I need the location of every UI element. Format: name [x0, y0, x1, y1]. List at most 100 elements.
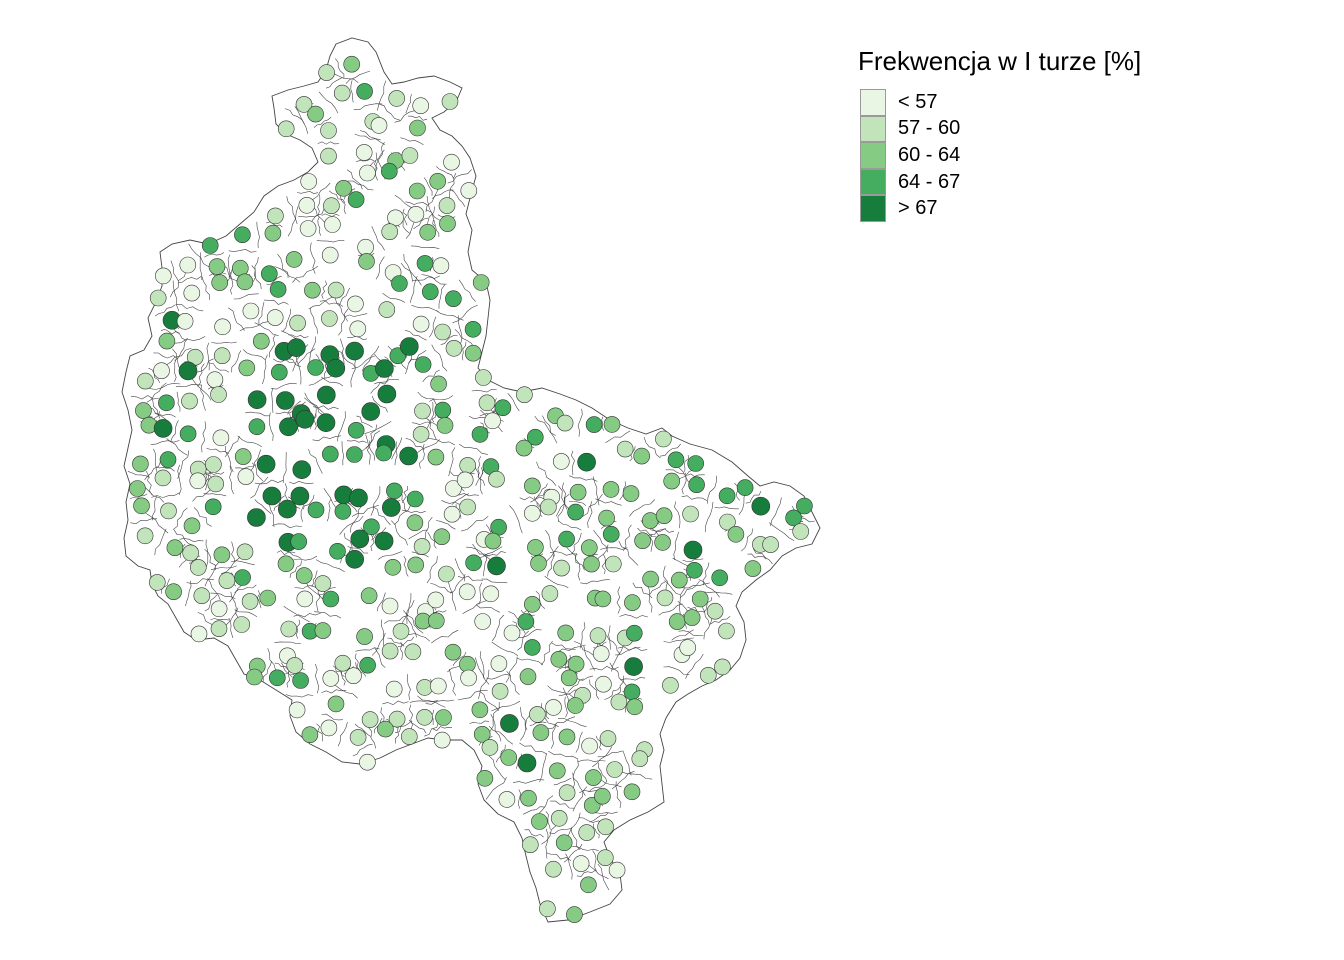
municipality-boundary: [231, 350, 242, 373]
municipality-boundary: [234, 609, 258, 617]
municipality-boundary: [154, 412, 176, 418]
turnout-marker: [242, 302, 260, 320]
turnout-marker: [471, 701, 489, 719]
municipality-boundary: [491, 641, 519, 656]
municipality-boundary: [204, 548, 216, 571]
municipality-boundary: [698, 579, 720, 598]
turnout-marker: [182, 544, 199, 562]
turnout-marker: [478, 394, 496, 412]
municipality-boundary: [321, 213, 340, 217]
legend-swatch: [860, 142, 886, 169]
municipality-boundary: [205, 539, 209, 568]
turnout-marker: [248, 418, 266, 436]
municipality-boundary: [475, 657, 490, 685]
municipality-boundary: [321, 280, 327, 299]
municipality-boundary: [665, 469, 685, 475]
turnout-marker: [280, 620, 298, 638]
turnout-marker: [458, 583, 476, 601]
turnout-marker: [211, 274, 228, 291]
municipality-boundary: [459, 443, 488, 455]
municipality-boundary: [208, 362, 230, 373]
municipality-boundary: [174, 336, 206, 344]
municipality-boundary: [356, 158, 375, 162]
municipality-boundary: [188, 243, 210, 268]
turnout-marker: [487, 556, 506, 576]
turnout-marker: [679, 639, 697, 656]
municipality-boundary: [233, 293, 259, 300]
turnout-marker: [683, 609, 701, 626]
municipality-boundary: [483, 551, 506, 557]
turnout-marker: [292, 672, 309, 689]
turnout-marker: [491, 682, 509, 700]
municipality-boundary: [374, 647, 386, 668]
turnout-marker: [500, 714, 519, 733]
municipality-boundary: [412, 421, 432, 426]
turnout-marker: [264, 224, 282, 242]
municipality-boundary: [225, 445, 234, 473]
municipality-boundary: [520, 609, 536, 616]
turnout-marker: [359, 753, 376, 771]
municipality-boundary: [664, 580, 681, 596]
turnout-marker: [193, 587, 211, 605]
turnout-marker: [578, 824, 596, 841]
municipality-boundary: [201, 276, 210, 300]
turnout-marker: [213, 347, 231, 365]
turnout-marker: [606, 761, 624, 778]
turnout-marker: [558, 784, 576, 802]
turnout-marker: [443, 505, 461, 523]
municipality-boundary: [475, 604, 500, 613]
municipality-boundary: [425, 185, 440, 213]
turnout-marker: [736, 479, 754, 496]
municipality-boundary: [681, 495, 708, 501]
turnout-marker: [238, 359, 256, 377]
turnout-marker: [500, 749, 518, 766]
municipality-boundary: [377, 592, 386, 612]
turnout-marker: [429, 173, 447, 190]
municipality-boundary: [355, 647, 380, 652]
municipality-boundary: [193, 507, 212, 527]
turnout-marker: [358, 253, 375, 270]
turnout-marker: [234, 226, 251, 243]
municipality-boundary: [294, 585, 317, 589]
turnout-marker: [346, 446, 363, 463]
municipality-boundary: [371, 226, 385, 251]
municipality-boundary: [375, 142, 385, 171]
turnout-marker: [407, 556, 425, 574]
municipality-boundary: [161, 578, 170, 594]
turnout-marker: [381, 498, 401, 517]
municipality-boundary: [149, 382, 181, 390]
turnout-marker: [381, 642, 399, 660]
municipality-boundary: [271, 382, 297, 390]
municipality-boundary: [592, 850, 597, 872]
municipality-boundary: [413, 217, 429, 230]
municipality-boundary: [615, 781, 622, 809]
turnout-marker: [324, 216, 341, 233]
municipality-boundary: [177, 450, 190, 479]
municipality-boundary: [401, 486, 408, 503]
turnout-marker: [670, 571, 688, 589]
turnout-marker: [409, 119, 426, 137]
municipality-boundary: [572, 759, 579, 790]
municipality-boundary: [597, 750, 623, 758]
municipality-boundary: [575, 731, 583, 753]
municipality-boundary: [461, 341, 467, 361]
municipality-boundary: [550, 723, 557, 749]
turnout-marker: [433, 731, 451, 749]
municipality-boundary: [289, 560, 302, 578]
turnout-marker: [523, 639, 541, 656]
turnout-marker: [441, 93, 459, 110]
municipality-boundary: [277, 550, 296, 556]
municipality-boundary: [479, 690, 499, 711]
turnout-marker: [189, 472, 207, 490]
municipality-boundary: [263, 299, 289, 305]
municipality-boundary: [592, 476, 600, 506]
municipality-boundary: [384, 615, 409, 624]
turnout-marker: [503, 624, 521, 642]
turnout-marker: [438, 197, 456, 214]
municipality-boundary: [430, 582, 454, 594]
turnout-marker: [296, 590, 314, 608]
municipality-boundary: [530, 488, 551, 503]
municipality-boundary: [173, 529, 194, 546]
municipality-boundary: [207, 578, 221, 601]
